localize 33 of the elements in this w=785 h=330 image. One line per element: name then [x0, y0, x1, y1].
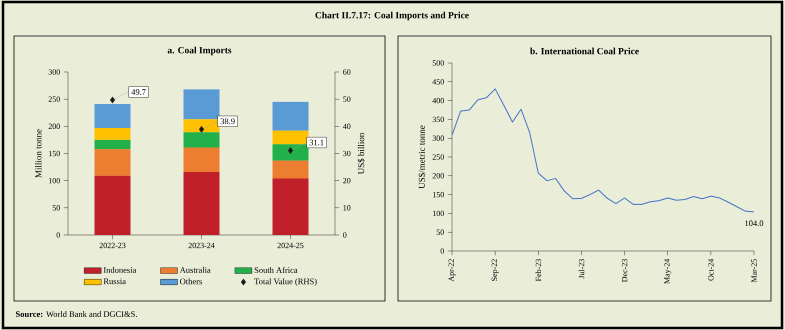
bar — [94, 149, 131, 176]
bar — [94, 128, 131, 140]
chart-title: b. International Coal Price — [530, 48, 639, 54]
y2-axis-title: US$ billion — [358, 132, 365, 174]
bar — [272, 102, 309, 131]
bar — [184, 172, 220, 235]
bar — [272, 144, 309, 161]
legend-label: Australia — [180, 266, 211, 273]
bar — [272, 160, 309, 178]
legend-label: Indonesia — [104, 266, 136, 273]
data-label: 49.7 — [131, 89, 146, 95]
y-axis-title: Million tonne — [35, 129, 42, 178]
annotation: 104.0 — [745, 220, 764, 226]
bar — [272, 178, 309, 235]
point — [198, 126, 204, 133]
data-label: 38.9 — [220, 118, 235, 124]
point — [288, 147, 294, 154]
bar — [94, 140, 131, 150]
text: Chart II.7.17: Coal Imports and Price — [315, 12, 469, 20]
bar — [94, 176, 131, 235]
bar — [184, 132, 220, 148]
legend-label: South Africa — [254, 266, 298, 273]
text: Source: World Bank and DGCI&S. — [16, 311, 137, 317]
legend-label: Total Value (RHS) — [254, 278, 317, 286]
bar — [184, 148, 220, 172]
legend-label: Russia — [104, 278, 126, 284]
data-label: 31.1 — [310, 140, 324, 146]
point — [110, 96, 116, 104]
y-axis-title: US$/metric tonne — [418, 126, 426, 189]
legend-label: Others — [180, 278, 202, 284]
bar — [94, 104, 131, 128]
chart-title: a. Coal Imports — [168, 46, 232, 56]
bar — [184, 89, 220, 120]
